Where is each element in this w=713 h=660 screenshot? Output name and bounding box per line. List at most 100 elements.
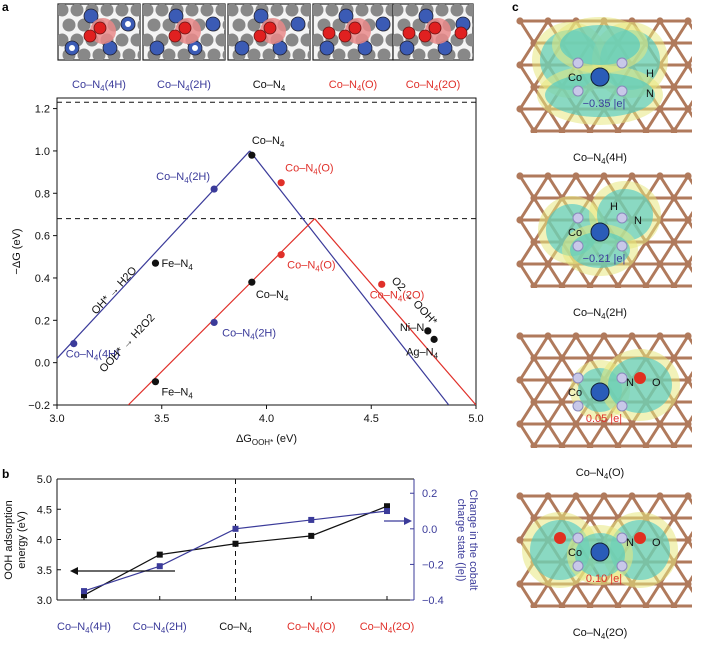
lattice-bond: [658, 335, 676, 359]
carbon-atom: [558, 354, 566, 362]
volcano-line-2e-left: [127, 218, 316, 405]
lattice-bond: [672, 335, 690, 359]
lattice-bond: [630, 263, 648, 287]
series-marker-0: [384, 503, 390, 510]
charge-value: −0.21 |e|: [583, 253, 626, 265]
lattice-bond: [672, 241, 690, 265]
nitrogen-atom: [572, 212, 584, 224]
left-tick-label: 4.5: [37, 504, 52, 516]
lattice-bond: [672, 495, 690, 519]
data-point: [378, 280, 386, 288]
carbon-atom: [285, 33, 299, 47]
category-label: Co–N4(4H): [57, 621, 111, 635]
carbon-atom: [385, 4, 393, 17]
point-label: Co–N4(O): [285, 163, 333, 177]
lattice-bond: [518, 517, 536, 541]
charge-density-1: Co HN −0.35 |e| Co–N4(4H): [516, 17, 692, 166]
carbon-atom: [572, 492, 580, 500]
carbon-atom: [516, 492, 524, 500]
carbon-atom: [516, 172, 524, 180]
carbon-atom: [684, 17, 692, 25]
lattice-bond: [518, 379, 536, 403]
point-label: Co–N4: [252, 135, 285, 149]
carbon-atom: [247, 48, 261, 60]
data-point: [248, 151, 256, 159]
lattice-bond: [588, 495, 606, 519]
lattice-bond: [686, 254, 692, 265]
lattice-bond: [686, 495, 692, 506]
carbon-atom: [405, 4, 419, 17]
carbon-atom: [516, 260, 524, 268]
carbon-atom: [370, 4, 384, 17]
left-tick-label: 5.0: [37, 474, 52, 486]
carbon-atom: [215, 4, 225, 17]
cobalt-atom: [590, 542, 610, 562]
nitrogen-atom: [572, 372, 584, 384]
charge-value: −0.35 |e|: [583, 98, 626, 110]
volcano-line-2e-right: [314, 218, 476, 405]
point-label: Co–N4(O): [287, 260, 335, 274]
carbon-atom: [586, 354, 594, 362]
lattice-bond: [686, 370, 692, 381]
carbon-atom: [600, 172, 608, 180]
lattice-bond: [672, 401, 690, 425]
carbon-atom: [222, 49, 225, 60]
lattice-bond: [644, 423, 662, 447]
right-tick-label: −0.2: [422, 559, 444, 571]
carbon-atom: [698, 442, 705, 449]
lattice-bond: [602, 583, 620, 607]
carbon-atom: [544, 260, 552, 268]
carbon-atom: [544, 332, 552, 340]
right-arrow-head: [404, 517, 412, 525]
lattice-bond: [672, 42, 690, 66]
carbon-atom: [684, 332, 692, 340]
structure-caption: Co–N4(O): [576, 467, 624, 481]
carbon-atom: [544, 17, 552, 25]
lattice-bond: [672, 357, 690, 381]
lattice-bond: [602, 423, 620, 447]
carbon-atom: [516, 105, 524, 113]
lattice-bond: [546, 583, 564, 607]
lattice-bond: [518, 108, 536, 132]
annotation-o2-ooh: O2 → OOH*: [389, 275, 440, 328]
carbon-atom: [92, 48, 106, 60]
point-label: Co–N4(2O): [370, 289, 425, 303]
lattice-bond: [588, 423, 606, 447]
carbon-atom: [614, 127, 622, 133]
lattice-bond: [672, 64, 690, 88]
panel-label-a: a: [2, 0, 9, 14]
lattice-bond: [518, 583, 536, 607]
lattice-bond: [644, 241, 662, 265]
carbon-atom: [347, 48, 361, 60]
point-label: Co–N4(2H): [222, 327, 276, 341]
lattice-bond: [546, 379, 564, 403]
left-arrow-head: [70, 567, 78, 575]
point-label: Ni–N4: [400, 322, 429, 336]
lattice-bond: [672, 517, 690, 541]
carbon-atom: [215, 33, 225, 47]
carbon-atom: [516, 17, 524, 25]
carbon-atom: [642, 282, 650, 288]
carbon-atom: [670, 39, 678, 47]
lattice-bond: [518, 401, 536, 425]
oxygen-atom: [348, 21, 362, 35]
carbon-atom: [684, 580, 692, 588]
lattice-bond: [686, 108, 692, 119]
annotation-oh: OH* → H2O: [89, 264, 139, 317]
charge-value: 0.10 |e|: [586, 573, 622, 585]
x-tick-label: 4.0: [259, 413, 274, 425]
lattice-bond: [532, 357, 550, 381]
carbon-atom: [642, 602, 650, 608]
carbon-atom: [516, 420, 524, 428]
carbon-atom: [62, 18, 76, 32]
cobalt-atom: [590, 222, 610, 242]
carbon-atom: [465, 4, 473, 17]
carbon-atom: [530, 238, 538, 246]
category-label: Co–N4(2O): [360, 621, 415, 635]
nitrogen-atom: [616, 372, 628, 384]
carbon-atom: [307, 19, 310, 31]
carbon-atom: [313, 33, 324, 47]
lattice-bond: [658, 241, 676, 265]
lattice-bond: [686, 64, 692, 75]
charge-density-4: Co N O 0.10 |e| Co–N4(2O): [516, 492, 692, 641]
